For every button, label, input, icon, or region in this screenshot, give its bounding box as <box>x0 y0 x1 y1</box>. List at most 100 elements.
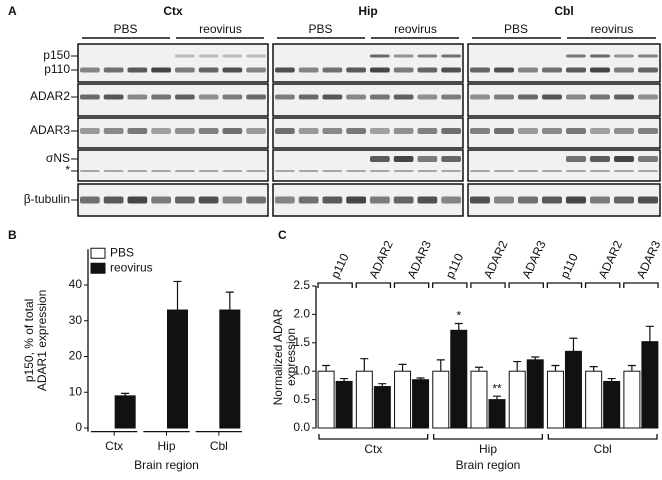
bar <box>585 370 603 429</box>
blot-band <box>393 196 414 204</box>
blot-band <box>175 54 195 58</box>
bar <box>450 329 468 429</box>
blot-band <box>590 170 610 172</box>
error-bar <box>454 322 463 331</box>
blot-band <box>566 196 586 204</box>
blot-band <box>80 128 100 134</box>
protein-label: p150 <box>43 48 70 62</box>
blot-band <box>151 170 171 172</box>
blot-band <box>370 67 390 73</box>
blot-band <box>222 54 243 58</box>
protein-label: σNS <box>46 151 70 165</box>
blot-band <box>518 170 538 172</box>
blot-band <box>470 170 490 172</box>
error-bar <box>398 363 407 372</box>
blot-band <box>175 196 195 204</box>
blot-band <box>298 67 319 73</box>
blot-band <box>127 170 148 172</box>
error-bar <box>173 280 182 311</box>
blot-band <box>246 128 266 134</box>
error-bar <box>645 325 654 342</box>
blot-band <box>298 196 319 204</box>
blot-band <box>638 54 658 58</box>
category-label: ADAR3 <box>634 238 662 280</box>
blot-band <box>494 94 514 100</box>
condition-label: reovirus <box>199 22 242 36</box>
error-bar <box>531 356 540 360</box>
blot-band <box>80 196 100 204</box>
blot-band <box>494 128 514 134</box>
blot-band <box>417 128 438 134</box>
blot-band <box>346 67 366 73</box>
category-label: ADAR2 <box>596 238 626 280</box>
condition-label: PBS <box>113 22 137 36</box>
blot-band <box>470 196 490 204</box>
y-axis-label: ADAR1 expression <box>35 290 49 391</box>
error-bar <box>378 383 387 387</box>
blot-band <box>566 94 586 100</box>
region-title: Cbl <box>554 4 573 18</box>
category-bracket <box>355 282 392 288</box>
bar <box>317 370 335 429</box>
bar <box>603 380 621 429</box>
legend-swatch <box>90 247 106 259</box>
blot-band <box>518 94 538 100</box>
y-axis-label: expression <box>284 328 298 386</box>
blot-panel <box>272 83 464 117</box>
blot-band <box>198 94 219 100</box>
blot-band <box>222 94 243 100</box>
protein-label: ADAR3 <box>30 123 70 137</box>
blot-band <box>393 170 414 172</box>
blot-band <box>494 196 514 204</box>
blot-band <box>127 94 148 100</box>
blot-band <box>275 67 295 73</box>
blot-band <box>470 94 490 100</box>
error-bar <box>569 337 578 352</box>
category-bracket <box>546 282 583 288</box>
blot-band <box>298 128 319 134</box>
blot-band <box>151 196 171 204</box>
blot-band <box>417 67 438 73</box>
blot-band <box>542 128 562 134</box>
bar <box>394 370 412 429</box>
legend-swatch <box>90 262 106 274</box>
blot-band <box>275 196 295 204</box>
error-bar <box>416 377 425 380</box>
y-axis-label: Normalized ADAR <box>271 308 285 405</box>
category-bracket <box>623 282 659 288</box>
blot-band <box>638 156 658 162</box>
condition-label: reovirus <box>394 22 437 36</box>
blot-band <box>470 128 490 134</box>
blot-band <box>103 170 124 172</box>
y-tick-label: 2.0 <box>293 307 310 321</box>
blot-band <box>590 67 610 73</box>
group-bracket <box>433 434 543 440</box>
blot-band <box>322 94 343 100</box>
error-bar <box>475 366 483 372</box>
category-label: ADAR3 <box>519 238 549 280</box>
panel-label: C <box>278 228 287 242</box>
bar <box>355 370 373 429</box>
bar <box>546 370 564 429</box>
blot-band <box>614 54 634 58</box>
blot-band <box>566 67 586 73</box>
significance-mark: ** <box>492 381 502 395</box>
x-axis-label: Brain region <box>456 458 521 472</box>
blot-band <box>370 94 390 100</box>
blot-band <box>246 196 266 204</box>
y-tick-label: 0.5 <box>293 392 310 406</box>
blot-band <box>638 128 658 134</box>
blot-band <box>393 128 414 134</box>
blot-band <box>103 67 124 73</box>
error-bar <box>225 291 234 311</box>
category-bracket <box>432 282 468 288</box>
blot-band <box>175 94 195 100</box>
blot-band <box>275 170 295 172</box>
legend-label: reovirus <box>110 260 153 274</box>
blot-band <box>198 170 219 172</box>
y-tick-label: 30 <box>69 313 83 327</box>
group-label: Ctx <box>364 442 382 456</box>
blot-band <box>198 67 219 73</box>
blot-band <box>393 94 414 100</box>
error-bar <box>589 366 598 372</box>
